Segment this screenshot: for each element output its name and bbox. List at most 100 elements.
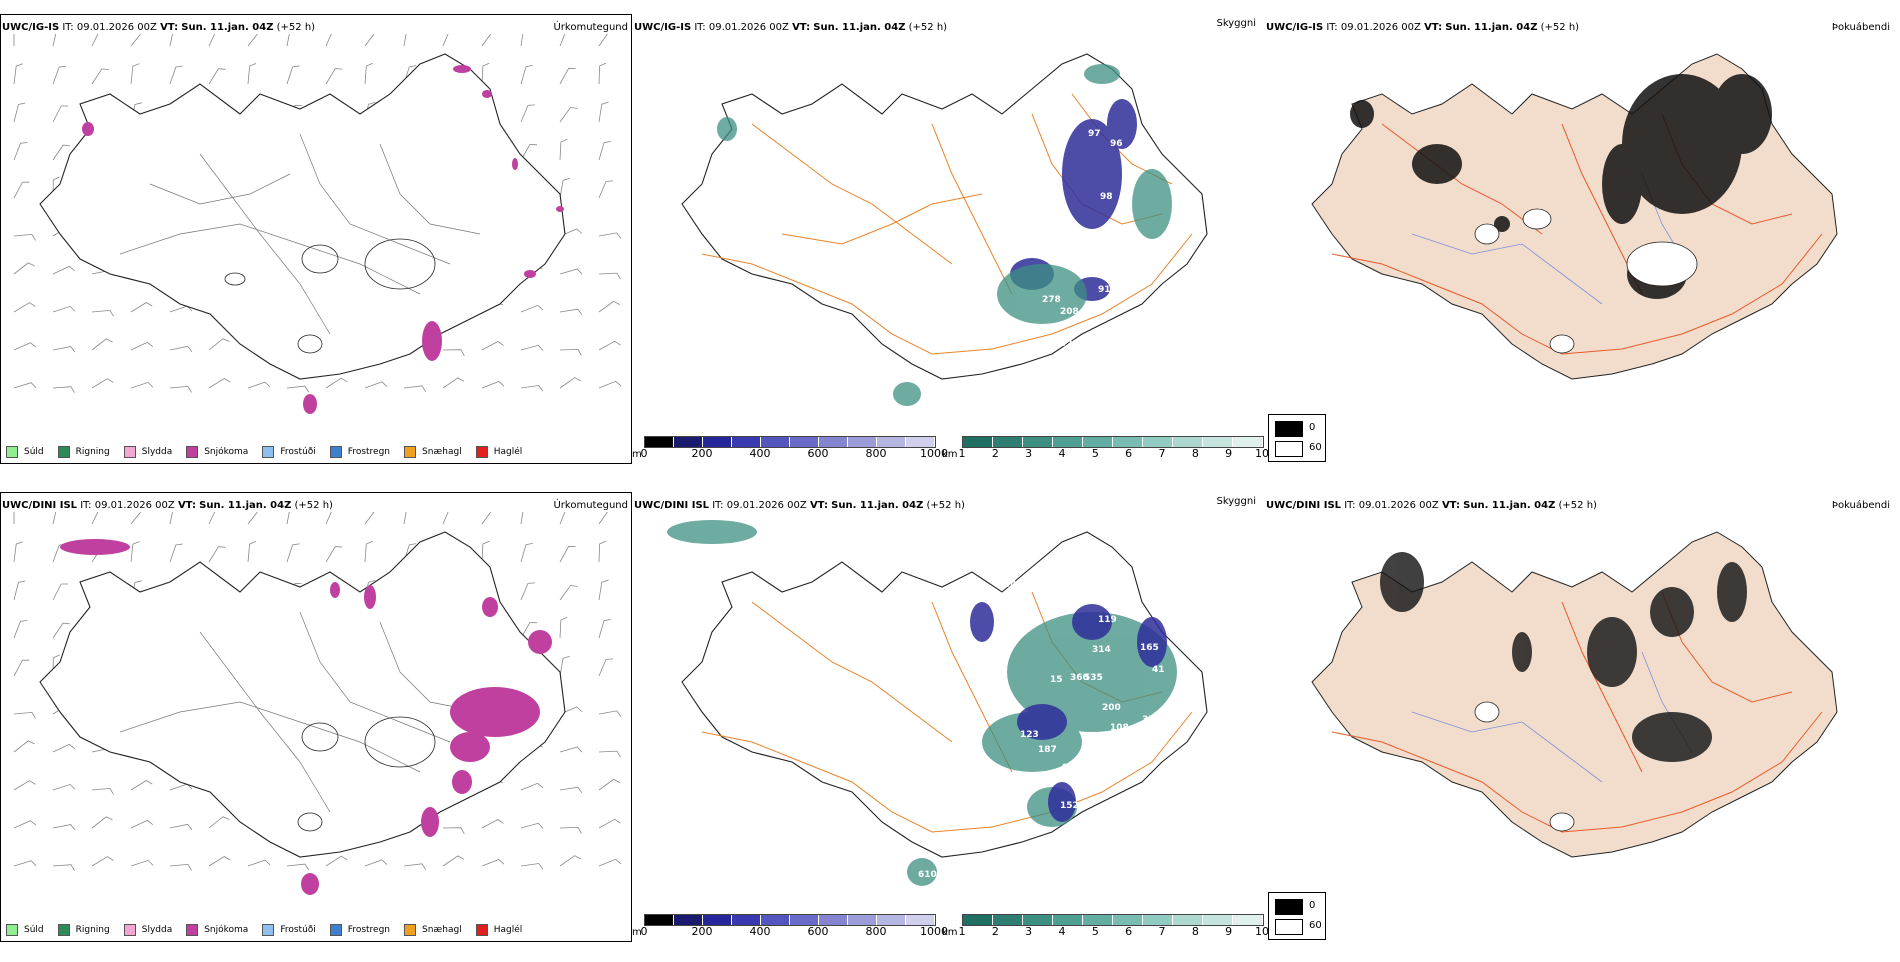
panel-frame: [0, 492, 632, 942]
wind-barb: [91, 34, 99, 47]
fog-legend-label: 60: [1309, 920, 1322, 931]
model-name: UWC/DINI ISL: [634, 500, 710, 511]
colorbar-tick-label: 800: [865, 925, 887, 938]
wind-barb: [52, 346, 76, 353]
product-title: Skyggni: [1216, 496, 1256, 507]
colorbar-segment: [848, 437, 877, 447]
legend-item-frostudi: Frostúði: [262, 446, 316, 458]
wind-barb: [52, 743, 76, 753]
wind-barb: [13, 580, 26, 601]
model-name: UWC/DINI ISL: [2, 500, 78, 511]
legend-swatch: [123, 446, 136, 458]
colorbar-tick-label: 9: [1225, 447, 1233, 460]
wind-barb: [598, 619, 611, 639]
wind-barb: [598, 272, 621, 280]
wind-barb: [559, 584, 578, 601]
wind-barb: [286, 65, 300, 85]
colorbar-segment: [1233, 437, 1263, 447]
wind-barb: [52, 65, 67, 85]
wind-barb: [364, 512, 375, 525]
fog-panel: UWC/DINI ISL IT: 09.01.2026 00Z VT: Sun.…: [1262, 492, 1900, 942]
colorbar-segment: [1143, 915, 1173, 925]
legend-item-slydda: Slydda: [123, 446, 172, 458]
wind-barb: [559, 348, 582, 356]
wind-barb: [481, 819, 504, 829]
colorbar-segment: [790, 915, 819, 925]
legend-label: Snæhagl: [422, 925, 462, 935]
visibility-colorbar: km 1 2 3 4 5 6 7 8 9 10: [942, 914, 1269, 938]
wind-barb: [481, 381, 505, 389]
legend-item-frostregn: Frostregn: [329, 446, 390, 458]
colorbar-segment: [1023, 437, 1053, 447]
vis-label: 535: [1084, 673, 1103, 683]
it-label: IT:: [62, 22, 74, 33]
wind-barb: [13, 512, 15, 524]
wind-barb: [559, 138, 568, 161]
fog-legend-label: 0: [1309, 422, 1316, 433]
wind-barb: [481, 540, 490, 563]
it-label: IT:: [694, 22, 706, 33]
wind-barb: [403, 385, 427, 392]
wind-barb: [13, 740, 35, 753]
legend-label: Snæhagl: [422, 447, 462, 457]
colorbar-tick-label: 600: [807, 925, 829, 938]
wind-barb: [91, 378, 114, 389]
it-value: 09.01.2026 00Z: [726, 500, 807, 511]
iceland-precip-map: [13, 34, 622, 414]
wind-barb: [13, 860, 37, 867]
product-title: Úrkomutegund: [553, 22, 628, 33]
lead-time: (+52 h): [908, 22, 948, 33]
colorbar-segment: [761, 915, 790, 925]
colorbar-tick-label: 5: [1091, 447, 1099, 460]
legend-swatch: [262, 924, 275, 936]
it-label: IT:: [712, 500, 724, 511]
colorbar-tick-label: 800: [865, 447, 887, 460]
colorbar-segment: [645, 915, 674, 925]
legend-item-rigning: Rigning: [57, 446, 110, 458]
wind-barb: [169, 823, 193, 830]
vis-label: 35: [1142, 715, 1155, 725]
colorbar-segment: [1173, 437, 1203, 447]
iceland-visibility-map: 81 341 555 400 119 314 165 15 360 535 20…: [667, 520, 1208, 886]
colorbar-tick-label: 1: [958, 925, 966, 938]
colorbar-unit: m: [632, 449, 642, 460]
legend-label: Snjókoma: [204, 447, 249, 457]
wind-barb: [481, 859, 505, 867]
iceland-precip-map: [13, 512, 622, 895]
wind-barb: [13, 102, 26, 123]
legend-swatch: [57, 446, 70, 458]
wind-barb: [208, 378, 231, 389]
wind-barb: [520, 863, 544, 870]
wind-barb: [559, 545, 576, 563]
wind-barb: [559, 106, 578, 123]
wind-barb: [598, 818, 621, 829]
wind-barb: [559, 34, 566, 47]
wind-barb: [598, 141, 611, 161]
wind-barb: [13, 34, 15, 46]
colorbar-segment: [993, 437, 1023, 447]
wind-barb: [364, 381, 388, 389]
wind-barb: [559, 706, 583, 715]
legend-swatch: [6, 446, 18, 458]
colorbar-segment: [1023, 915, 1053, 925]
colorbar-segment: [645, 437, 674, 447]
colorbar-tick-label: 7: [1158, 925, 1166, 938]
wind-barb: [442, 512, 449, 525]
colorbar-tick-label: 0: [640, 447, 648, 460]
legend-label: Súld: [24, 447, 44, 457]
vt-label: VT:: [1424, 22, 1443, 33]
wind-barb: [130, 819, 154, 829]
vt-value: Sun. 11.jan. 04Z: [181, 22, 274, 33]
wind-barb: [13, 711, 36, 719]
wind-barb: [364, 859, 388, 867]
wind-barb: [520, 344, 544, 351]
snow-areas: [60, 539, 552, 895]
legend-label: Haglél: [493, 447, 523, 457]
lead-time: (+52 h): [276, 22, 316, 33]
wind-barb: [481, 512, 492, 525]
wind-barb: [598, 62, 607, 85]
wind-barb: [169, 512, 173, 525]
wind-barb: [559, 746, 583, 753]
colorbar-tick-label: 6: [1125, 925, 1133, 938]
wind-barb: [364, 34, 375, 47]
